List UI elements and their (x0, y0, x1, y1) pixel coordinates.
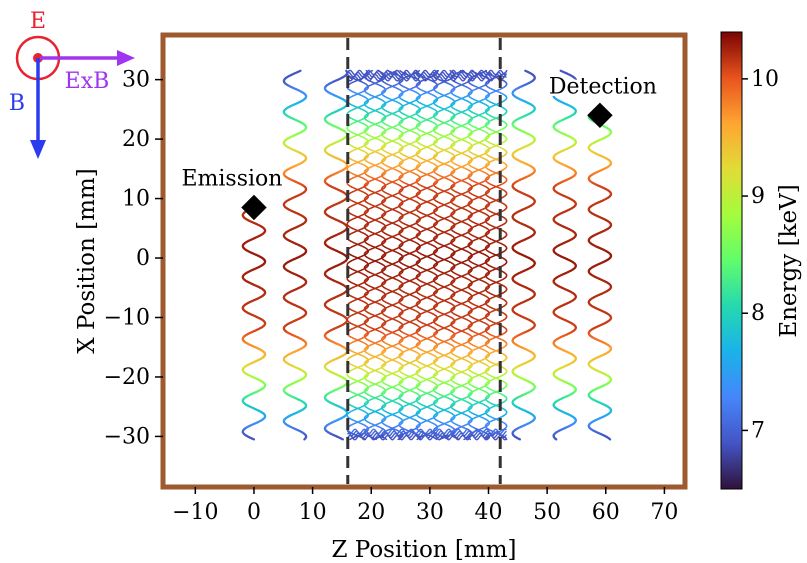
region-trajectory-3-1 (398, 69, 421, 441)
region-trajectory-1-1 (363, 69, 387, 441)
region-trajectory-0-1 (346, 69, 370, 441)
trajectory-4 (552, 69, 577, 441)
trajectory-3 (511, 69, 536, 441)
trajectory-segment (559, 69, 565, 74)
trajectory-segment (607, 437, 612, 441)
trajectory-1 (282, 69, 308, 441)
trajectory-segment (250, 437, 256, 441)
trajectory-layer (241, 69, 613, 441)
trajectory-5 (587, 114, 613, 441)
trajectory-segment (296, 69, 302, 74)
trajectory-2 (323, 69, 349, 441)
trajectory-segment (399, 69, 403, 73)
trajectory-segment (338, 436, 344, 441)
trajectory-segment (516, 436, 522, 441)
trajectory-0 (241, 206, 267, 441)
